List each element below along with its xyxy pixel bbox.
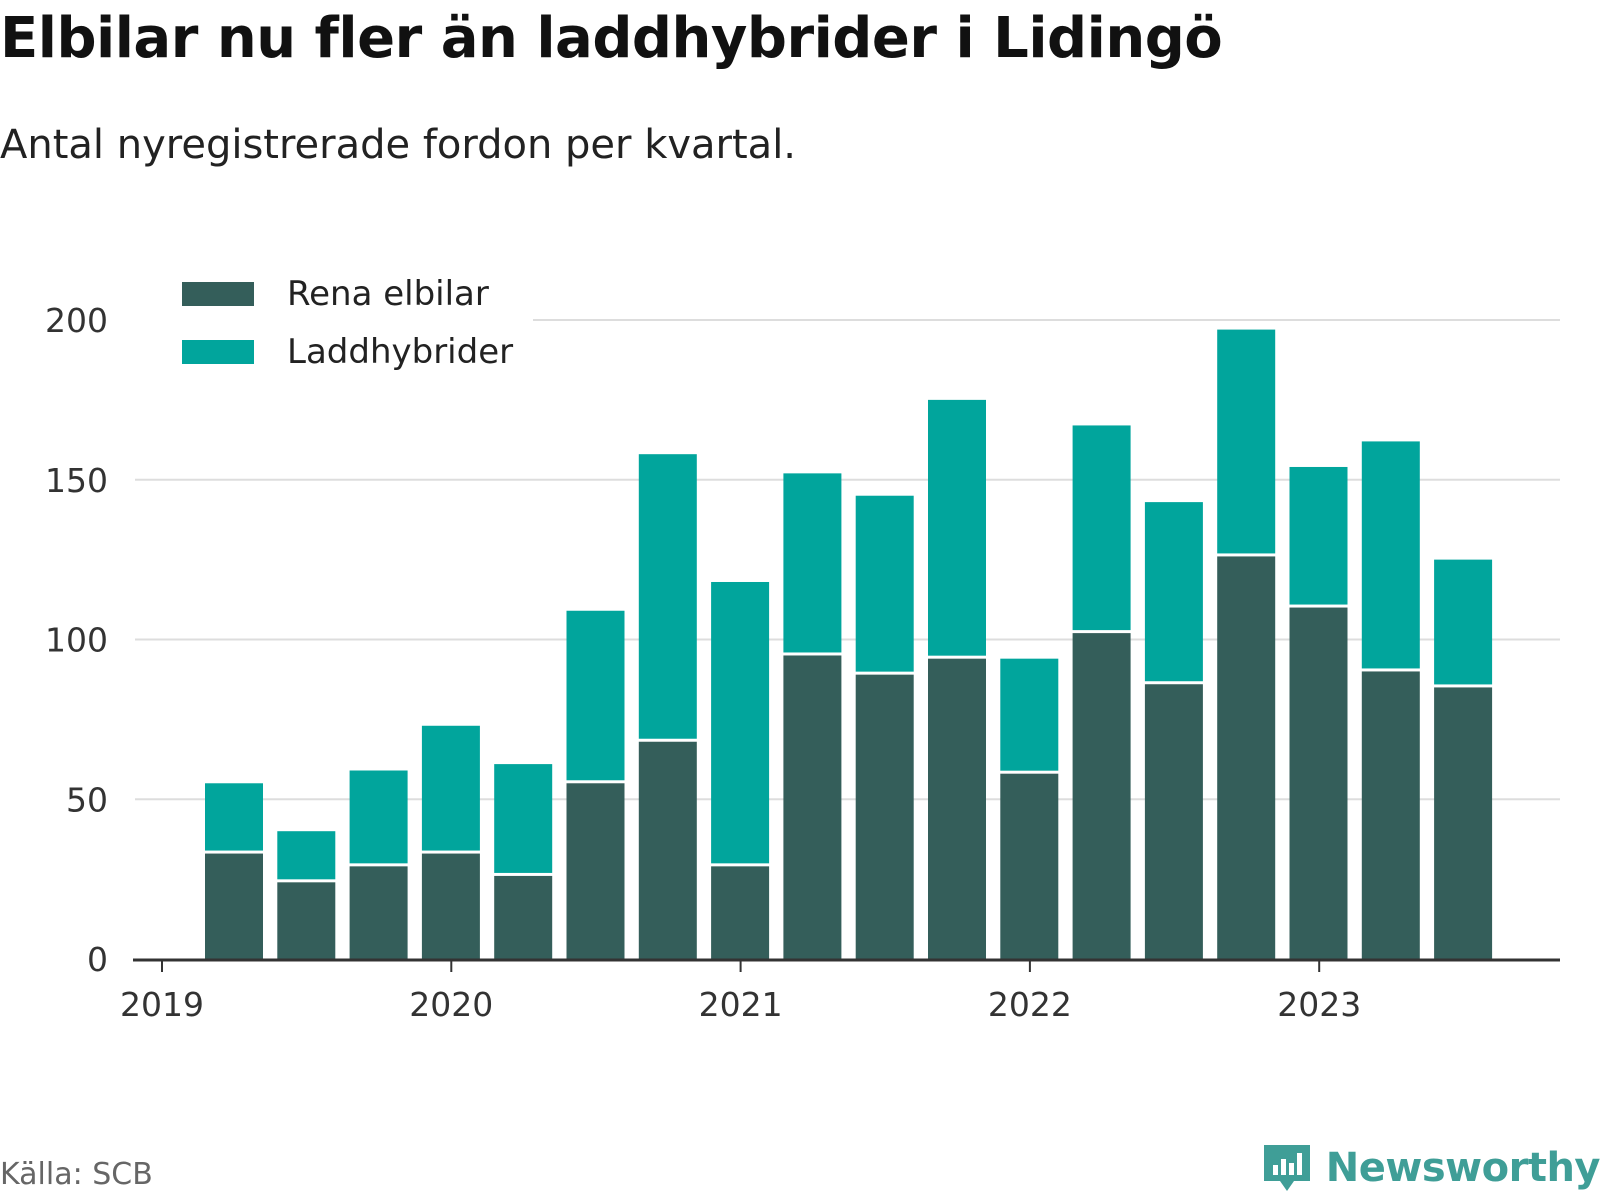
bar-rena-elbilar[interactable] xyxy=(1361,671,1420,959)
bar-laddhybrider[interactable] xyxy=(494,764,553,873)
bar-laddhybrider[interactable] xyxy=(928,399,986,656)
x-tick-label: 2020 xyxy=(409,985,493,1024)
y-tick-label: 100 xyxy=(45,621,108,660)
bar-rena-elbilar[interactable] xyxy=(1434,687,1493,959)
bar-laddhybrider[interactable] xyxy=(855,495,914,672)
bar-laddhybrider[interactable] xyxy=(1144,502,1203,682)
axes: 2019 2020 2021 2022 2023 xyxy=(120,958,1560,1024)
bar-rena-elbilar[interactable] xyxy=(1144,684,1203,959)
bar-rena-elbilar[interactable] xyxy=(1289,607,1348,959)
bar-laddhybrider[interactable] xyxy=(421,725,480,851)
bar-rena-elbilar[interactable] xyxy=(277,882,336,959)
x-tick-label: 2023 xyxy=(1277,985,1361,1024)
y-tick-label: 0 xyxy=(87,940,108,979)
bar-laddhybrider[interactable] xyxy=(349,770,408,864)
legend-label-rena-elbilar[interactable]: Rena elbilar xyxy=(287,274,489,314)
bar-rena-elbilar[interactable] xyxy=(855,674,914,959)
bar-laddhybrider[interactable] xyxy=(566,610,625,781)
bar-rena-elbilar[interactable] xyxy=(1072,633,1131,959)
bar-rena-elbilar[interactable] xyxy=(421,853,480,959)
legend: Rena elbilar Laddhybrider xyxy=(135,262,533,382)
chart-subtitle: Antal nyregistrerade fordon per kvartal. xyxy=(0,122,797,168)
bar-laddhybrider[interactable] xyxy=(1361,441,1420,669)
bar-laddhybrider[interactable] xyxy=(1217,329,1276,554)
bar-laddhybrider[interactable] xyxy=(783,473,842,653)
brand-logo[interactable]: Newsworthy xyxy=(1260,1140,1600,1196)
bar-laddhybrider[interactable] xyxy=(1434,559,1493,685)
bar-laddhybrider[interactable] xyxy=(1289,466,1348,605)
x-tick-label: 2022 xyxy=(988,985,1072,1024)
bar-group xyxy=(205,329,1493,959)
legend-swatch-laddhybrider[interactable] xyxy=(182,340,254,364)
bar-laddhybrider[interactable] xyxy=(1072,425,1131,631)
chart-title: Elbilar nu fler än laddhybrider i Liding… xyxy=(0,6,1223,71)
bar-laddhybrider[interactable] xyxy=(277,831,336,880)
bar-chart-logo-icon xyxy=(1263,1145,1310,1191)
y-tick-label: 50 xyxy=(66,780,108,819)
bar-rena-elbilar[interactable] xyxy=(1000,773,1059,959)
bar-rena-elbilar[interactable] xyxy=(349,866,408,959)
bar-rena-elbilar[interactable] xyxy=(205,853,263,959)
y-tick-label: 150 xyxy=(45,461,108,500)
bar-rena-elbilar[interactable] xyxy=(783,655,842,959)
x-tick-label: 2021 xyxy=(699,985,783,1024)
bar-laddhybrider[interactable] xyxy=(638,454,697,739)
x-tick-label: 2019 xyxy=(120,985,204,1024)
bar-laddhybrider[interactable] xyxy=(205,783,263,851)
source-note: Källa: SCB xyxy=(0,1157,153,1192)
legend-swatch-rena-elbilar[interactable] xyxy=(182,282,254,306)
legend-label-laddhybrider[interactable]: Laddhybrider xyxy=(287,332,513,372)
y-tick-label: 200 xyxy=(45,301,108,340)
bar-rena-elbilar[interactable] xyxy=(928,658,986,959)
bar-rena-elbilar[interactable] xyxy=(638,741,697,959)
bar-laddhybrider[interactable] xyxy=(1000,658,1059,771)
brand-name: Newsworthy xyxy=(1325,1145,1600,1191)
bar-rena-elbilar[interactable] xyxy=(1217,556,1276,959)
bar-rena-elbilar[interactable] xyxy=(494,875,553,959)
stacked-bar-chart: 0 50 100 150 200 2019 2020 2021 2022 2023 Rena e… xyxy=(45,262,1560,1024)
bar-laddhybrider[interactable] xyxy=(711,581,770,864)
bar-rena-elbilar[interactable] xyxy=(566,783,625,959)
bar-rena-elbilar[interactable] xyxy=(711,866,770,959)
